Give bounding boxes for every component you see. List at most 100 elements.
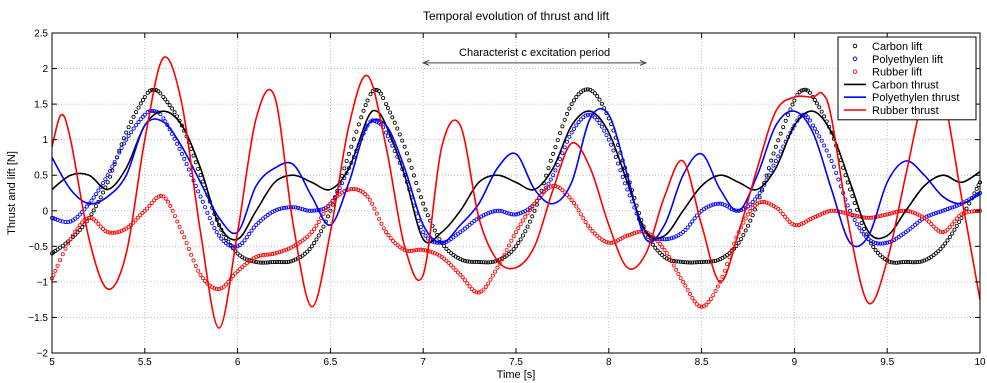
series-line [51, 56, 981, 329]
data-point [365, 123, 370, 128]
data-point [486, 281, 491, 286]
data-point [871, 240, 876, 245]
data-point [363, 103, 368, 108]
data-point [284, 247, 289, 252]
data-point [302, 236, 307, 241]
data-point [711, 202, 716, 207]
data-point [119, 142, 124, 147]
data-point [442, 256, 447, 261]
data-point [474, 290, 479, 295]
data-point [814, 101, 819, 106]
data-point [748, 218, 753, 223]
data-point [887, 211, 892, 216]
x-tick-label: 6.5 [323, 357, 337, 368]
data-point [94, 204, 99, 209]
data-point [727, 251, 732, 256]
data-point [288, 259, 293, 264]
data-point [785, 217, 790, 222]
data-point [938, 246, 943, 251]
data-point [539, 192, 544, 197]
data-point [683, 228, 688, 233]
data-point [210, 221, 215, 226]
data-point [184, 162, 189, 167]
data-point [878, 213, 883, 218]
data-point [165, 123, 170, 128]
data-point [845, 180, 850, 185]
data-point [530, 214, 535, 219]
data-point [875, 241, 880, 246]
data-point [483, 212, 488, 217]
data-point [91, 217, 96, 222]
data-point [792, 98, 797, 103]
data-point [275, 207, 280, 212]
data-point [864, 232, 869, 237]
data-point [945, 238, 950, 243]
y-tick-label: 2 [42, 64, 48, 75]
data-point [803, 87, 808, 92]
data-point [743, 228, 748, 233]
y-tick-label: 0 [42, 206, 48, 217]
excitation-period-annotation: Characterist c excitation period [421, 47, 648, 66]
data-point [465, 259, 470, 264]
data-point [507, 211, 512, 216]
data-point [272, 208, 277, 213]
data-point [940, 244, 945, 249]
data-point [592, 115, 597, 120]
data-point [509, 238, 514, 243]
data-point [353, 187, 358, 192]
data-point [683, 283, 688, 288]
data-point [446, 249, 451, 254]
data-point [483, 284, 488, 289]
data-point [831, 208, 836, 213]
data-point [138, 117, 143, 122]
data-point [688, 222, 693, 227]
data-point [704, 302, 709, 307]
data-point [855, 213, 860, 218]
data-point [500, 209, 505, 214]
data-point [488, 277, 493, 282]
data-point [58, 245, 63, 250]
data-point [681, 230, 686, 235]
data-point [277, 250, 282, 255]
data-point [221, 239, 226, 244]
data-point [344, 158, 349, 163]
data-point [657, 241, 662, 246]
data-point [931, 224, 936, 229]
y-tick-label: −0.5 [28, 242, 48, 253]
data-point [910, 260, 915, 265]
data-point [609, 240, 614, 245]
data-point [585, 223, 590, 228]
data-point [444, 246, 449, 251]
data-point [706, 204, 711, 209]
data-point [196, 268, 201, 273]
data-point [298, 206, 303, 211]
data-point [263, 260, 268, 265]
data-point [525, 211, 530, 216]
data-point [662, 247, 667, 252]
x-tick-label: 10 [974, 357, 986, 368]
data-point [142, 208, 147, 213]
data-point [952, 204, 957, 209]
annotation-text: Characterist c excitation period [459, 47, 610, 59]
data-point [131, 114, 136, 119]
data-point [783, 214, 788, 219]
data-point [460, 275, 465, 280]
data-point [880, 213, 885, 218]
data-point [77, 212, 82, 217]
data-point [913, 260, 918, 265]
data-point [685, 260, 690, 265]
data-point [367, 197, 372, 202]
y-tick-label: −1.5 [28, 313, 48, 324]
data-point [875, 250, 880, 255]
data-point [604, 240, 609, 245]
data-point [184, 240, 189, 245]
data-point [969, 209, 974, 214]
data-point [279, 260, 284, 265]
data-point [110, 164, 115, 169]
data-point [277, 260, 282, 265]
data-point [377, 216, 382, 221]
data-point [258, 260, 263, 265]
data-point [674, 267, 679, 272]
data-point [395, 126, 400, 131]
data-point [671, 235, 676, 240]
